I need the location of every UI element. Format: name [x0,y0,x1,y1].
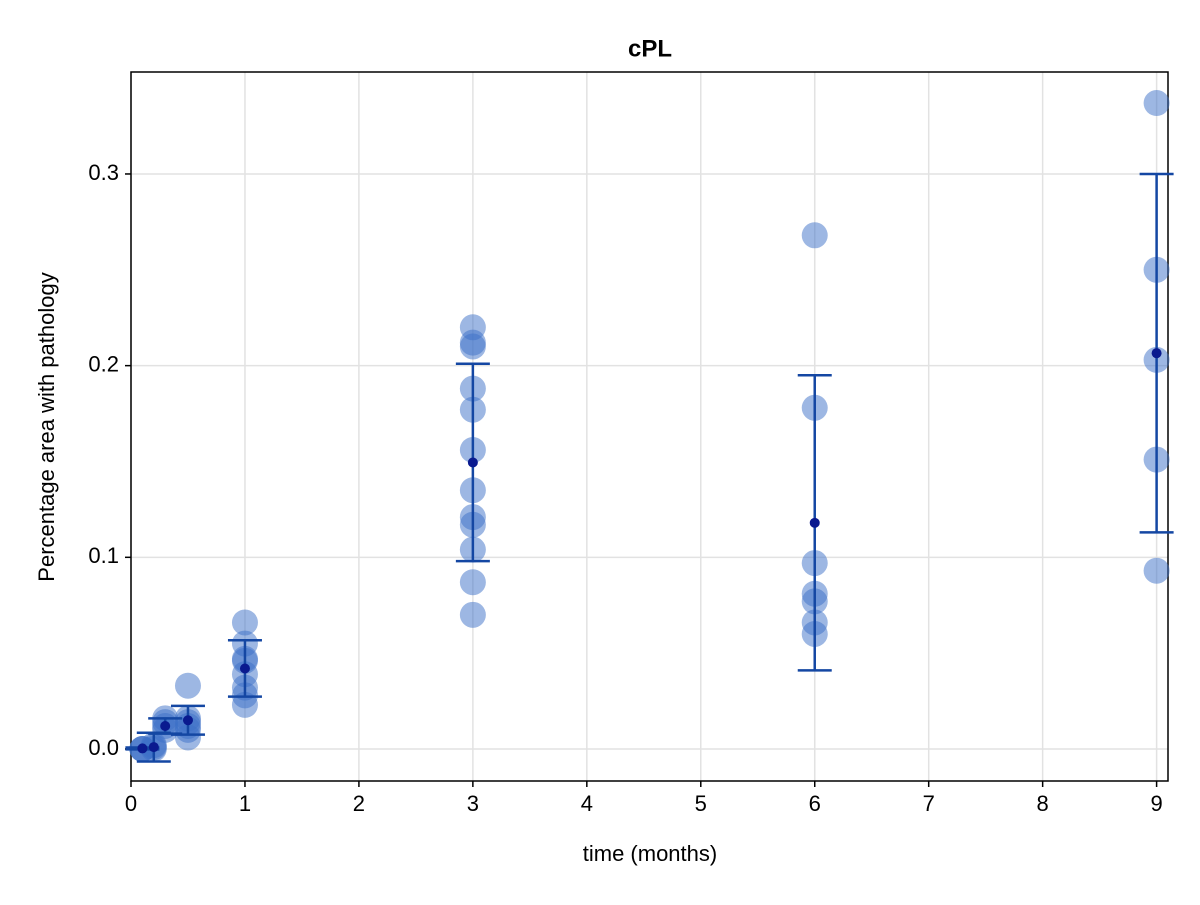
x-tick-label: 3 [467,791,479,816]
y-tick-label: 0.2 [88,351,119,376]
chart-title: cPL [628,35,672,62]
data-point [231,609,258,636]
x-axis-label: time (months) [583,841,717,866]
x-tick-label: 2 [353,791,365,816]
data-point [459,601,486,628]
mean-point [809,517,820,528]
mean-point [182,715,193,726]
x-tick-label: 9 [1150,791,1162,816]
y-axis-label: Percentage area with pathology [34,272,59,581]
mean-point [1151,348,1162,359]
mean-point [160,720,171,731]
x-tick-label: 6 [809,791,821,816]
data-point [801,222,828,249]
mean-point [467,457,478,468]
data-point [1143,557,1170,584]
data-point [231,691,258,718]
data-point [459,569,486,596]
mean-point [148,742,159,753]
mean-point [137,743,148,754]
y-tick-label: 0.1 [88,543,119,568]
data-point [459,333,486,360]
x-tick-label: 7 [923,791,935,816]
data-point [174,724,201,751]
x-tick-label: 0 [125,791,137,816]
y-tick-label: 0.0 [88,735,119,760]
plot-frame [130,71,1169,782]
x-tick-label: 5 [695,791,707,816]
y-tick-label: 0.3 [88,160,119,185]
x-tick-label: 4 [581,791,593,816]
x-tick-label: 1 [239,791,251,816]
mean-point [239,663,250,674]
data-point [174,672,201,699]
data-point [1143,90,1170,117]
x-tick-label: 8 [1037,791,1049,816]
